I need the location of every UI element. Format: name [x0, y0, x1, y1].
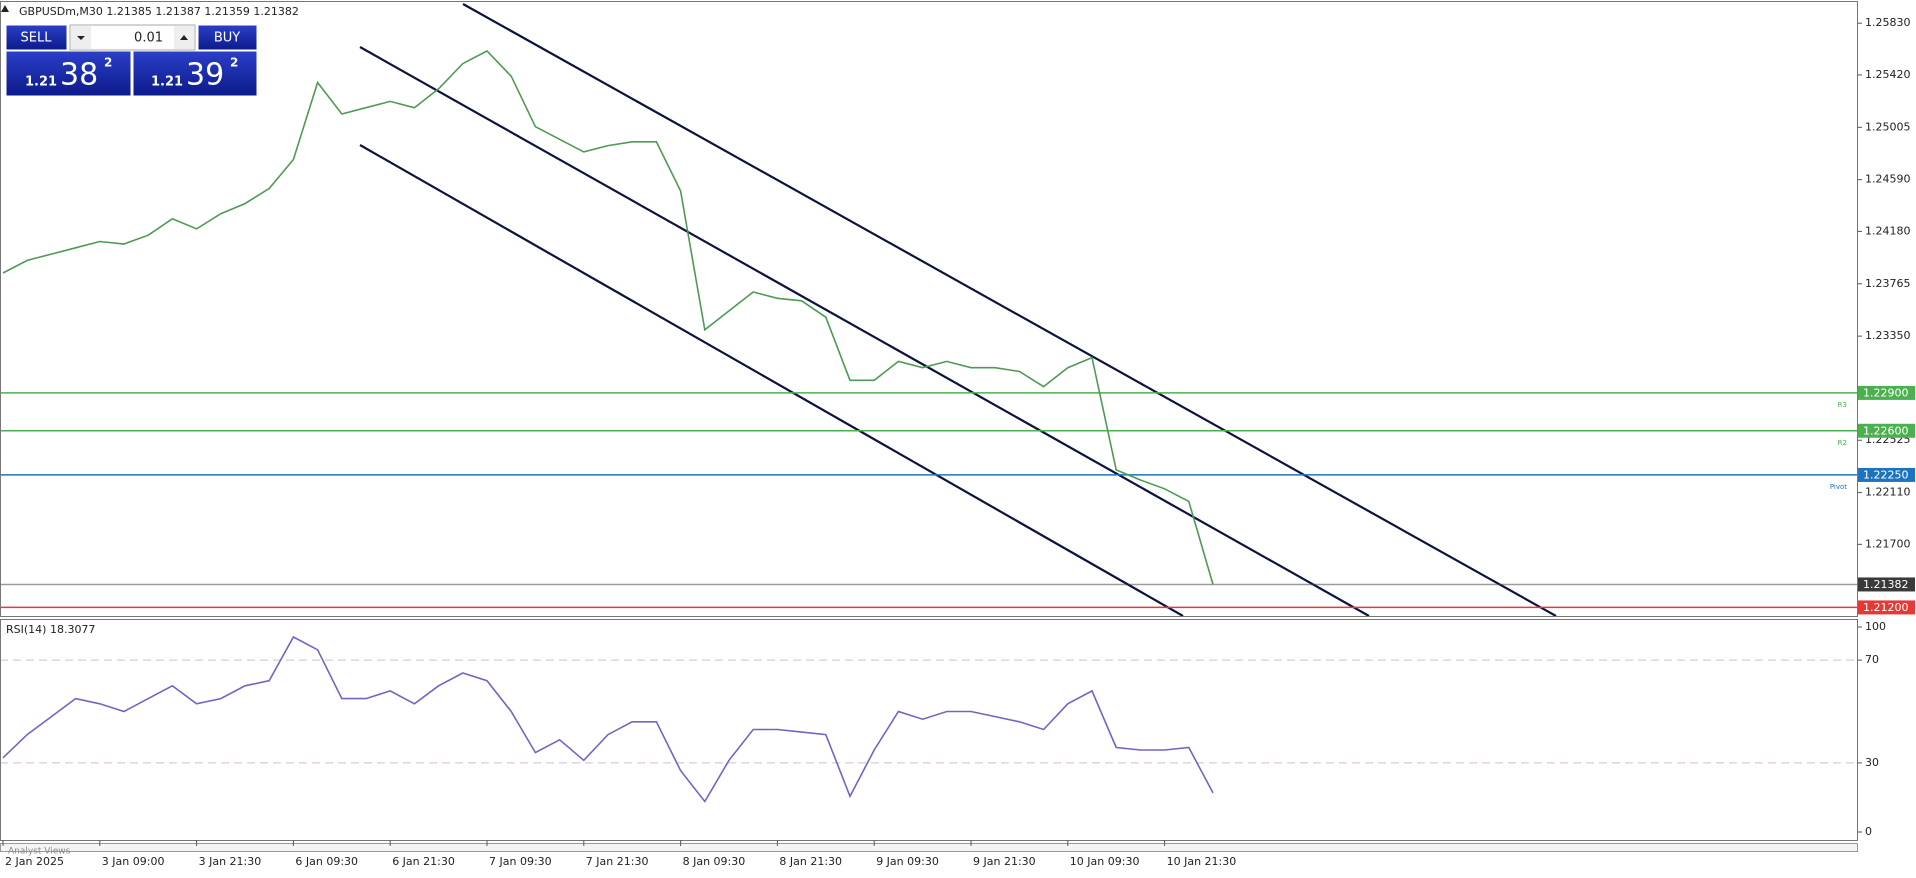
level-name: Pivot: [1830, 483, 1847, 491]
channel-upper: [462, 3, 1557, 616]
x-tick-label: 7 Jan 21:30: [586, 855, 649, 868]
trade-panel: SELL 0.01 BUY 1.21 38 2 1.21 39 2: [5, 24, 258, 97]
price-panel: [0, 1, 1858, 617]
y-tick-label: 1.24590: [1865, 173, 1911, 186]
level-label: 1.21200: [1863, 601, 1909, 614]
sell-button[interactable]: [5, 24, 68, 51]
down-arrow: [77, 36, 85, 40]
rsi-title: RSI(14) 18.3077: [6, 623, 95, 636]
y-tick-label: 70: [1865, 653, 1879, 666]
level-label-box: [1858, 423, 1915, 438]
analyst-views-tab[interactable]: Analyst Views: [8, 847, 71, 857]
x-tick-label: 9 Jan 09:30: [876, 855, 939, 868]
level-label: 1.22900: [1863, 386, 1909, 399]
x-tick-label: 8 Jan 09:30: [683, 855, 746, 868]
sell-pips: 38: [60, 58, 98, 93]
collapse-icon[interactable]: [1, 5, 9, 12]
sell-price-box[interactable]: [5, 50, 132, 97]
x-tick-label: 3 Jan 09:00: [102, 855, 165, 868]
channel: [359, 3, 1557, 616]
level-label-box: [1858, 577, 1915, 592]
buy-price-box[interactable]: [132, 50, 258, 97]
level-label: 1.21382: [1863, 578, 1909, 591]
x-tick-label: 10 Jan 21:30: [1167, 855, 1237, 868]
level-label: 1.22600: [1863, 424, 1909, 437]
lot-value: 0.01: [134, 31, 163, 46]
sell-frac: 2: [104, 56, 112, 70]
y-tick-label: 100: [1865, 620, 1886, 633]
plot-area: [1, 50, 1857, 609]
buy-frac: 2: [230, 56, 238, 70]
level-label-box: [1858, 600, 1915, 615]
x-tick-label: 7 Jan 09:30: [489, 855, 552, 868]
buy-button[interactable]: [197, 24, 258, 51]
y-tick-label: 1.23350: [1865, 329, 1911, 342]
x-tick-label: 3 Jan 21:30: [199, 855, 262, 868]
sell-big: 1.21: [25, 75, 57, 90]
level-label-box: [1858, 385, 1915, 400]
sell-label: SELL: [21, 31, 53, 46]
y-tick-label: 1.25005: [1865, 120, 1911, 133]
x-tick-label: 6 Jan 09:30: [295, 855, 358, 868]
series-line: [2, 635, 1214, 803]
level-label: 1.22250: [1863, 468, 1909, 481]
x-tick-label: 2 Jan 2025: [5, 855, 64, 868]
buy-big: 1.21: [151, 75, 183, 90]
y-tick-label: 1.22110: [1865, 486, 1911, 499]
y-tick-label: 1.23765: [1865, 277, 1911, 290]
level-name: R2: [1838, 439, 1847, 447]
channel-middle: [359, 46, 1370, 616]
y-tick-label: 1.25420: [1865, 68, 1911, 81]
rsi-panel: [0, 619, 1858, 841]
channel-lower: [359, 144, 1184, 616]
x-tick-label: 6 Jan 21:30: [392, 855, 455, 868]
buy-pips: 39: [186, 58, 224, 93]
level-label-box: [1858, 467, 1915, 482]
y-tick-label: 0: [1865, 825, 1872, 838]
plot-area: [1, 635, 1857, 803]
y-tick-label: 1.21700: [1865, 537, 1911, 550]
x-tick-label: 9 Jan 21:30: [973, 855, 1036, 868]
bottom-tab-strip: [0, 843, 1858, 852]
chart-title: GBPUSDm,M30 1.21385 1.21387 1.21359 1.21…: [19, 5, 299, 18]
series-line: [2, 50, 1214, 585]
y-tick-label: 1.24180: [1865, 224, 1911, 237]
up-arrow: [180, 35, 188, 40]
buy-label: BUY: [214, 31, 240, 46]
level-name: R3: [1838, 401, 1847, 409]
x-tick-label: 8 Jan 21:30: [779, 855, 842, 868]
y-tick-label: 1.25830: [1865, 16, 1911, 29]
x-tick-label: 10 Jan 09:30: [1070, 855, 1140, 868]
y-tick-label: 30: [1865, 756, 1879, 769]
